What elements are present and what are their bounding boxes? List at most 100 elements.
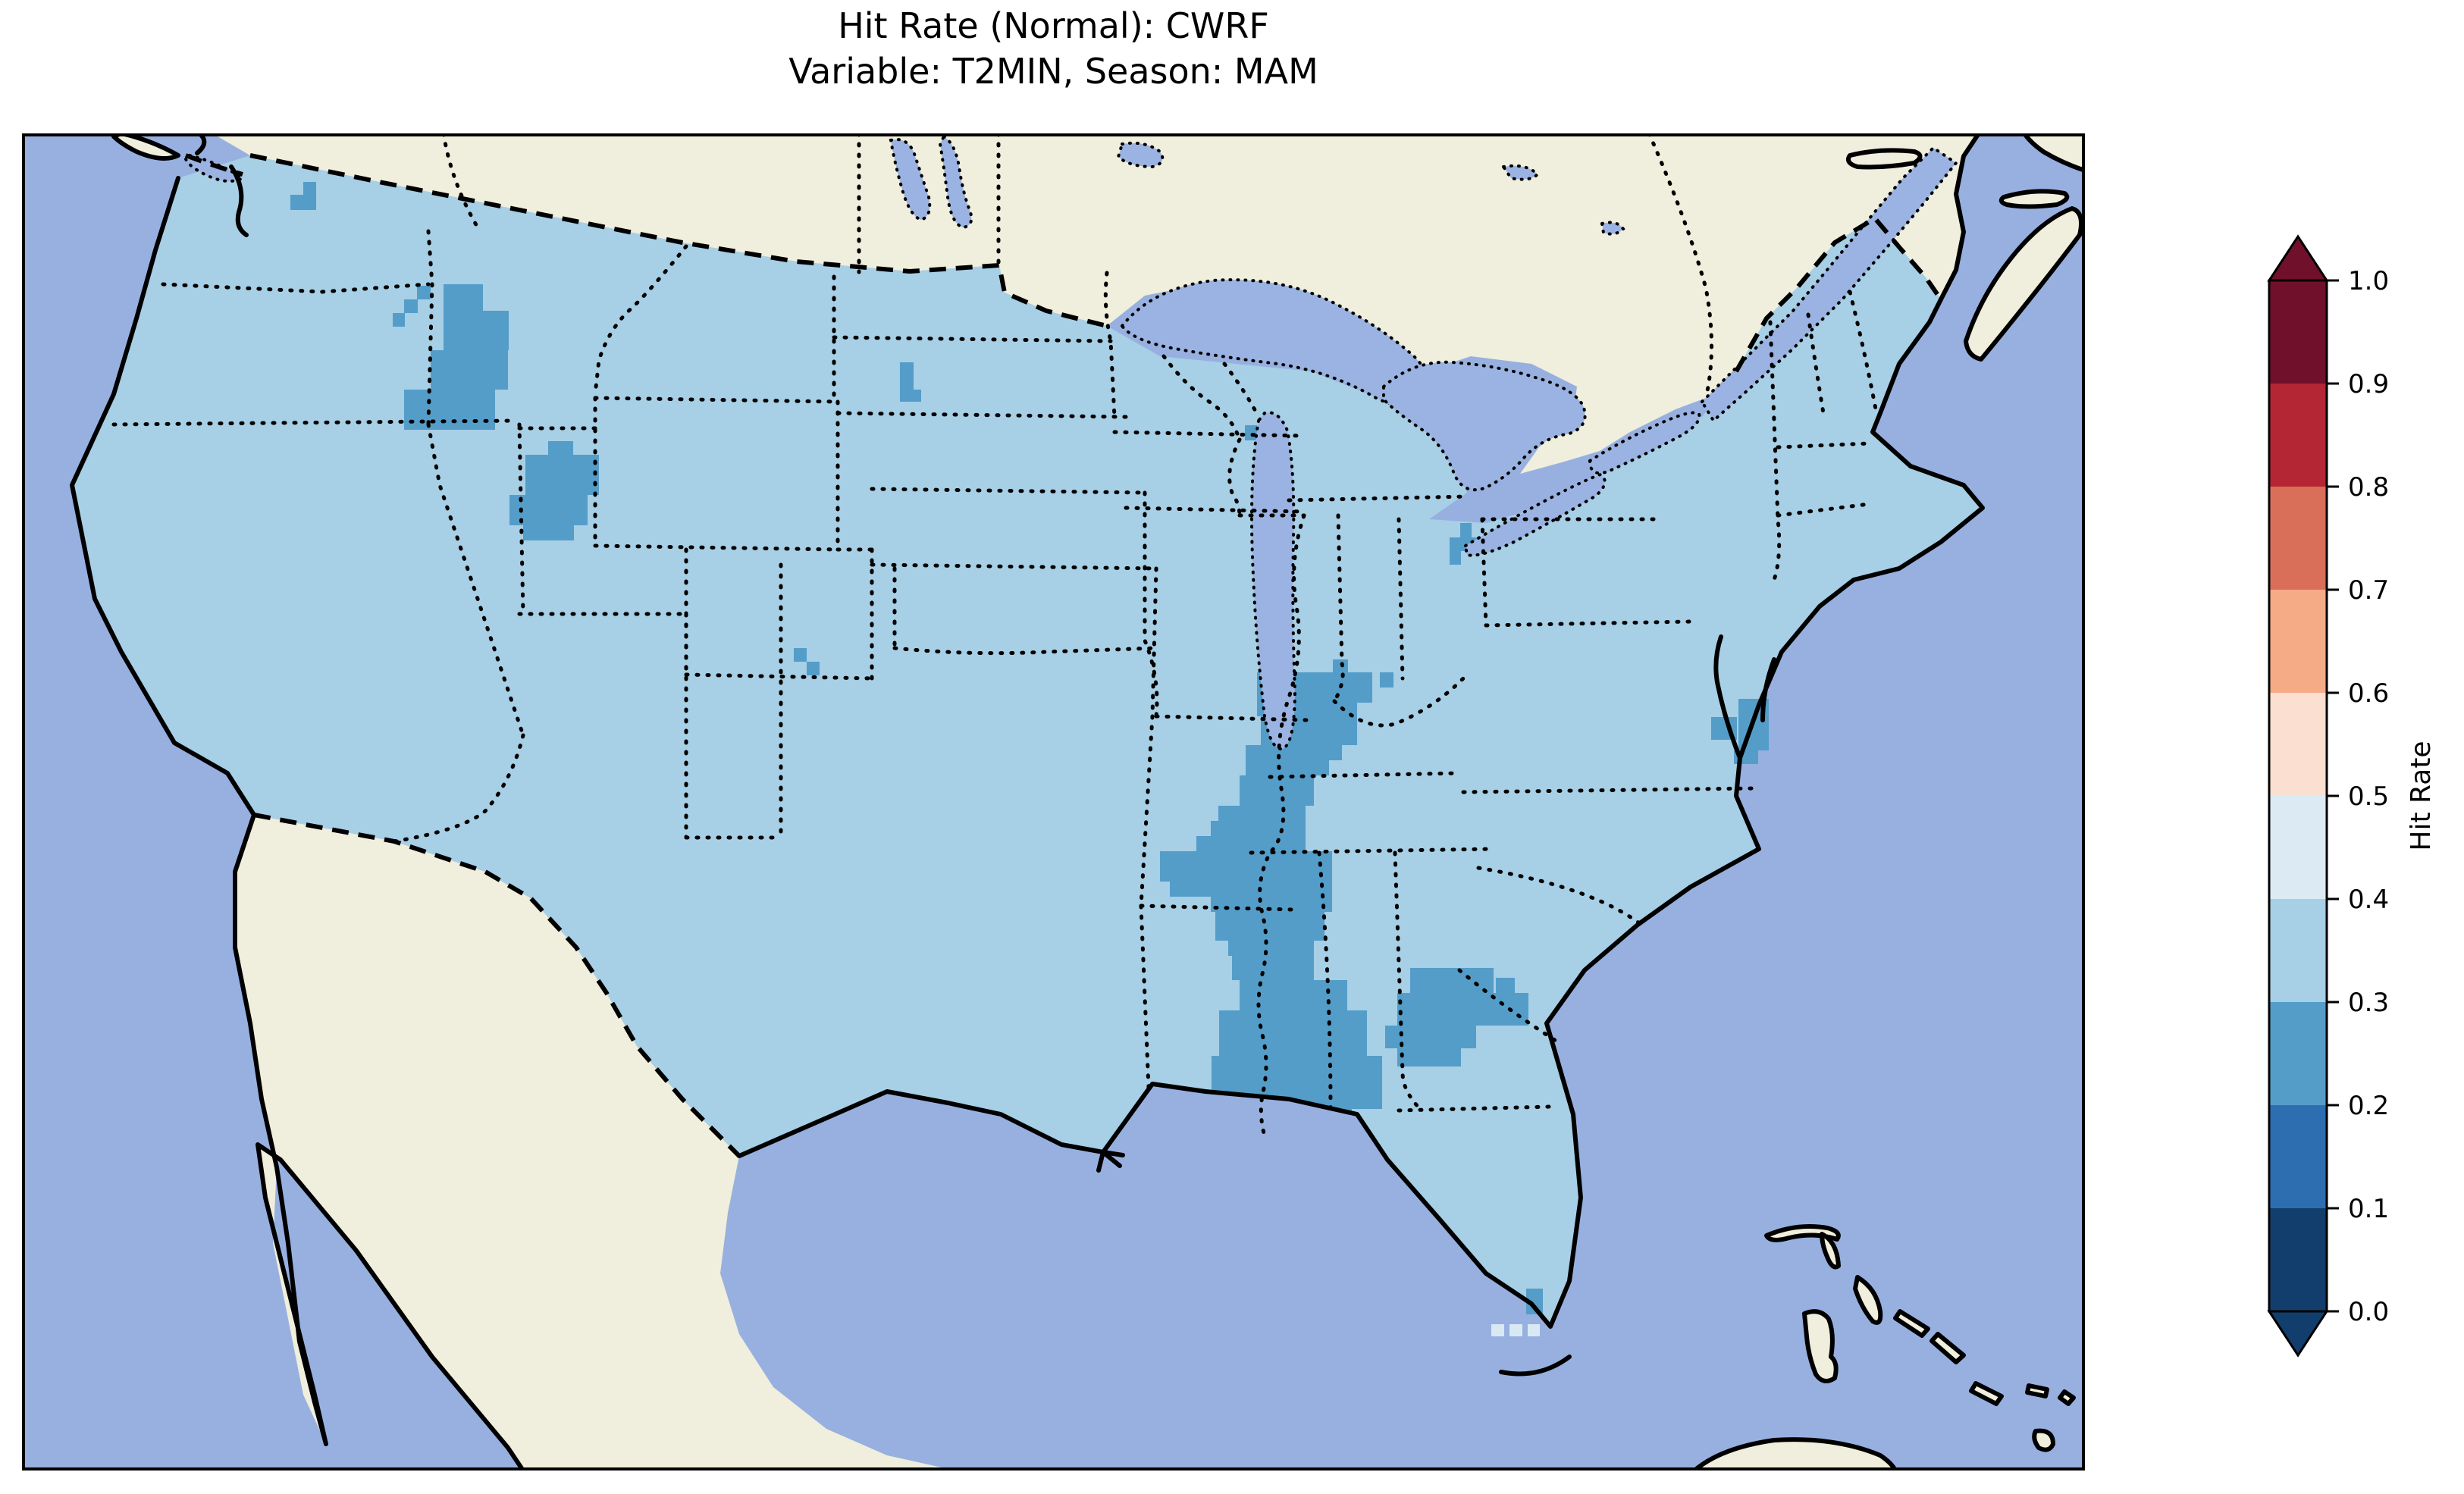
bahamas-crooked — [1969, 1381, 2004, 1406]
grid-cell-low-south-florida-tip — [1526, 1289, 1543, 1314]
state-borders — [111, 133, 1879, 1143]
bahamas-sliver-1 — [2025, 1383, 2049, 1398]
lake-superior — [1120, 278, 1431, 407]
colorbar-bin-2 — [2269, 487, 2327, 590]
grid-cell-low-mississippi-valley-tennessee-alabama — [1212, 1056, 1382, 1089]
grid-cell-low-mississippi-valley-tennessee-alabama — [1196, 836, 1306, 851]
grid-cell-low-mississippi-valley-tennessee-alabama — [1219, 1010, 1367, 1056]
colorbar-ticklabel-0.8: 0.8 — [2348, 472, 2389, 503]
grid-cell-low-north-idaho-montana — [444, 311, 509, 350]
colorbar-bin-5 — [2269, 796, 2327, 899]
vancouver-island — [111, 133, 180, 161]
colorbar-bin-4 — [2269, 693, 2327, 796]
grid-cell-low-western-new-york-pennsylvania — [1460, 523, 1472, 537]
florida-keys-arc — [1499, 1355, 1572, 1377]
bahamas-eleuthera — [1853, 1275, 1883, 1325]
mexico-land — [235, 815, 955, 1471]
coastlines — [70, 133, 1985, 1471]
plot-title-line1: Hit Rate (Normal): CWRF — [838, 5, 1269, 46]
grid-cell-low-utah-se-idaho — [525, 455, 599, 495]
grid-cell-low-mississippi-valley-tennessee-alabama — [1228, 941, 1314, 956]
grid-cell-low-north-idaho-montana — [417, 286, 431, 299]
grid-cell-low-north-idaho-montana — [444, 284, 483, 311]
plot-title: Hit Rate (Normal): CWRF Variable: T2MIN,… — [22, 3, 2085, 94]
grid-cell-high-florida-keys — [1528, 1324, 1540, 1336]
grid-cell-low-wisconsin-shore — [1245, 425, 1257, 440]
grid-cell-low-mississippi-valley-tennessee-alabama — [1240, 775, 1314, 806]
grid-cell-low-mississippi-valley-tennessee-alabama — [1380, 672, 1393, 687]
colorbar-ticks: 1.0 0.9 0.8 0.7 0.6 0.5 0.4 0.3 0.2 0.1 0.0 — [2327, 266, 2389, 1327]
colorbar-segments — [2269, 280, 2327, 1311]
nova-scotia — [1964, 206, 2083, 362]
colorbar-bin-6 — [2269, 899, 2327, 1002]
us-canada-border-east — [1734, 215, 1943, 373]
grid-cell-low-mississippi-valley-tennessee-alabama — [1218, 806, 1306, 821]
colorbar-bin-1 — [2269, 384, 2327, 487]
canada-lake-small-2 — [1500, 164, 1540, 181]
country-borders — [184, 153, 1943, 1158]
plot-title-line2: Variable: T2MIN, Season: MAM — [788, 51, 1318, 92]
colorbar-extend-above-arrow — [2267, 234, 2329, 282]
colorbar-ticklabel-0.9: 0.9 — [2348, 369, 2389, 399]
canada-land — [212, 133, 1979, 474]
lake-erie — [1463, 472, 1607, 557]
colorbar-ticklabel-0.4: 0.4 — [2348, 885, 2389, 915]
grid-cell-low-georgia-south-carolina — [1385, 1026, 1476, 1048]
grid-cell-low-georgia-south-carolina — [1410, 968, 1494, 993]
grid-cell-low-montana-wyoming-corner — [807, 662, 820, 675]
grid-cell-low-washington-border — [303, 182, 316, 196]
lake-huron — [1382, 360, 1587, 492]
grid-cell-low-north-idaho-montana — [431, 350, 508, 390]
grid-cell-low-north-dakota — [900, 390, 921, 402]
bahamas-andros — [1802, 1309, 1839, 1383]
grid-cell-low-georgia-south-carolina — [1496, 978, 1515, 1006]
colorbar-bin-3 — [2269, 590, 2327, 693]
grid-cell-low-mississippi-valley-tennessee-alabama — [1160, 851, 1332, 882]
map-frame — [22, 133, 2085, 1471]
grid-cell-low-utah-se-idaho — [523, 525, 574, 540]
grid-cell-low-mississippi-valley-tennessee-alabama — [1211, 897, 1332, 912]
bahamas-grand-bahama — [1764, 1223, 1841, 1242]
grid-cell-low-mississippi-valley-tennessee-alabama — [1170, 882, 1332, 897]
colorbar-bin-0 — [2269, 280, 2327, 384]
newfoundland-corner — [2022, 133, 2085, 173]
grid-cell-low-washington-border — [303, 195, 316, 210]
grid-cell-low-north-idaho-montana — [404, 390, 495, 430]
colorbar-ticklabel-1.0: 1.0 — [2348, 266, 2389, 296]
lakes — [183, 134, 1958, 751]
grid-cell-low-mississippi-valley-tennessee-alabama — [1246, 745, 1342, 760]
canada-lake-small-1 — [1116, 141, 1165, 169]
us-mexico-border — [253, 813, 741, 1158]
colorbar-ticklabel-0.3: 0.3 — [2348, 988, 2389, 1018]
grid-cell-low-north-idaho-montana — [404, 299, 418, 313]
low-hitrate-coastal-cells — [290, 182, 1769, 1314]
mississippi-delta — [1096, 1150, 1125, 1173]
colorbar-bin-7 — [2269, 1002, 2327, 1105]
bahamas-long-island — [1930, 1332, 1966, 1364]
anticosti-island — [1846, 148, 1923, 170]
high-hitrate-cells — [1491, 1324, 1540, 1336]
turks-island — [2032, 1428, 2055, 1452]
grid-cell-low-mississippi-valley-tennessee-alabama — [1246, 760, 1329, 775]
grid-cell-low-washington-border — [290, 195, 303, 210]
colorbar-ticklabel-0.1: 0.1 — [2348, 1194, 2389, 1224]
us-canada-border-strait — [184, 153, 243, 177]
grid-cell-low-north-dakota — [900, 362, 914, 390]
colorbar-axis-label: Hit Rate — [2406, 741, 2437, 850]
lake-ontario — [1588, 411, 1701, 475]
us-canada-border — [249, 153, 1108, 328]
lake-manitoba — [938, 134, 973, 230]
grid-cell-high-florida-keys — [1491, 1324, 1504, 1336]
pacific-mexico-coastline — [70, 176, 525, 1471]
colorbar-extend-below-arrow — [2267, 1310, 2329, 1358]
grid-cell-low-mississippi-valley-tennessee-alabama — [1215, 912, 1324, 941]
chesapeake-bay-inlets — [1713, 634, 1776, 760]
colorbar-ticklabel-0.2: 0.2 — [2348, 1091, 2389, 1121]
grid-cell-low-mississippi-valley-tennessee-alabama — [1333, 659, 1348, 673]
colorbar-ticklabel-0.0: 0.0 — [2348, 1297, 2389, 1327]
colorbar-ticklabel-0.7: 0.7 — [2348, 575, 2389, 606]
lake-winnipeg — [889, 138, 932, 222]
grid-cell-low-western-new-york-pennsylvania — [1450, 551, 1461, 565]
st-lawrence-river — [1700, 146, 1958, 424]
